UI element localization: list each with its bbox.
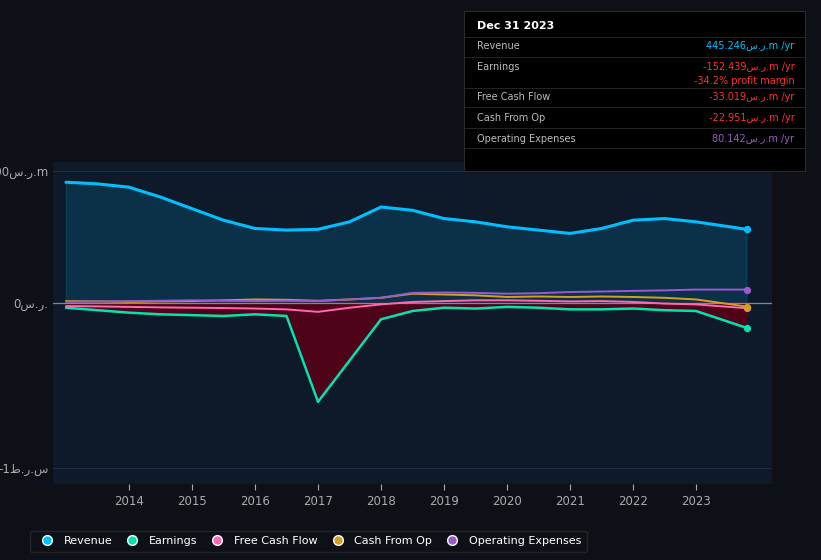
Point: [740, 302, 753, 311]
Point: [740, 225, 753, 234]
Legend: Revenue, Earnings, Free Cash Flow, Cash From Op, Operating Expenses: Revenue, Earnings, Free Cash Flow, Cash …: [30, 530, 587, 552]
Text: -152.439س.ر.m /yr: -152.439س.ر.m /yr: [703, 62, 795, 72]
Text: Free Cash Flow: Free Cash Flow: [478, 92, 551, 102]
Text: Dec 31 2023: Dec 31 2023: [478, 21, 555, 31]
Point: [740, 285, 753, 294]
Text: 80.142س.ر.m /yr: 80.142س.ر.m /yr: [713, 134, 795, 144]
Point: [740, 304, 753, 312]
Text: Cash From Op: Cash From Op: [478, 113, 546, 123]
Text: -34.2% profit margin: -34.2% profit margin: [694, 76, 795, 86]
Point: [740, 323, 753, 332]
Text: Operating Expenses: Operating Expenses: [478, 134, 576, 144]
Text: 445.246س.ر.m /yr: 445.246س.ر.m /yr: [706, 41, 795, 52]
Text: -22.951س.ر.m /yr: -22.951س.ر.m /yr: [709, 113, 795, 123]
Text: Earnings: Earnings: [478, 62, 520, 72]
Text: Revenue: Revenue: [478, 41, 521, 52]
Text: -33.019س.ر.m /yr: -33.019س.ر.m /yr: [709, 92, 795, 102]
